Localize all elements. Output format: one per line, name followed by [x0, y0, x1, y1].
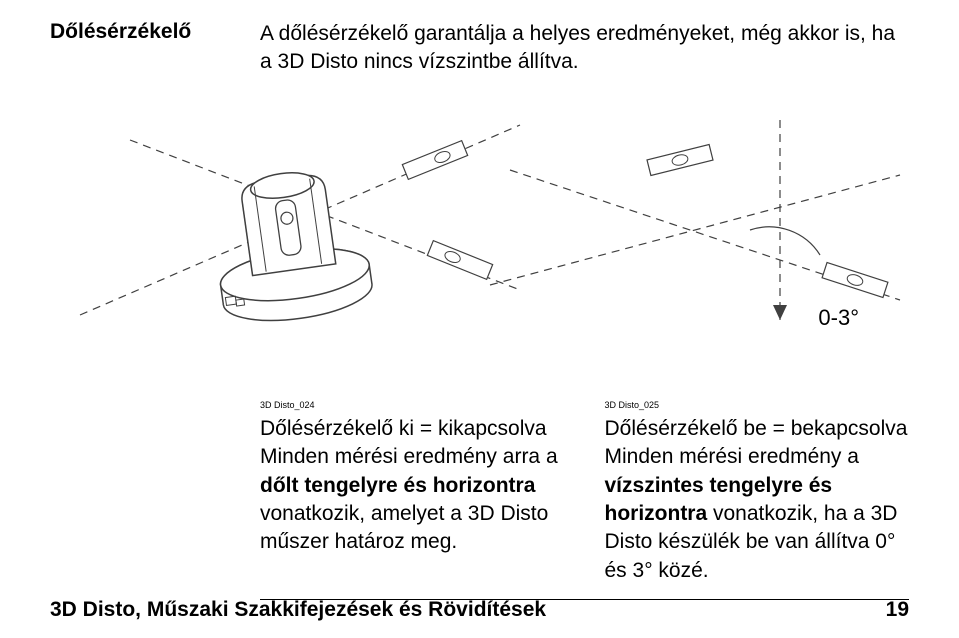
left-caption: 3D Disto_024 [260, 399, 565, 411]
left-body-a: Minden mérési eredmény arra a [260, 445, 558, 468]
footer-title: 3D Disto, Műszaki Szakkifejezések és Röv… [50, 598, 546, 622]
right-body-a: Minden mérési eredmény a [605, 445, 859, 468]
page-number: 19 [886, 598, 909, 622]
left-body-c: vonatkozik, amelyet a 3D Disto műszer ha… [260, 502, 548, 553]
page-container: Dőlésérzékelő A dőlésérzékelő garantálja… [0, 0, 959, 638]
term-definition: A dőlésérzékelő garantálja a helyes ered… [260, 20, 909, 77]
tilt-sensor-diagram [50, 95, 909, 375]
left-heading: Dőlésérzékelő ki = kikapcsolva [260, 415, 565, 443]
text-columns: 3D Disto_024 Dőlésérzékelő ki = kikapcso… [260, 399, 909, 585]
right-column: 3D Disto_025 Dőlésérzékelő be = bekapcso… [605, 399, 910, 585]
angle-range-label: 0-3° [818, 305, 859, 331]
term-label: Dőlésérzékelő [50, 20, 220, 77]
right-heading: Dőlésérzékelő be = bekapcsolva [605, 415, 910, 443]
diagram-area: 0-3° [50, 95, 909, 375]
left-body-bold: dőlt tengelyre és horizontra [260, 474, 535, 497]
definition-row: Dőlésérzékelő A dőlésérzékelő garantálja… [50, 20, 909, 77]
page-footer: 3D Disto, Műszaki Szakkifejezések és Röv… [50, 598, 909, 622]
right-body: Minden mérési eredmény a vízszintes teng… [605, 443, 910, 585]
left-column: 3D Disto_024 Dőlésérzékelő ki = kikapcso… [260, 399, 565, 585]
right-caption: 3D Disto_025 [605, 399, 910, 411]
left-body: Minden mérési eredmény arra a dőlt tenge… [260, 443, 565, 556]
